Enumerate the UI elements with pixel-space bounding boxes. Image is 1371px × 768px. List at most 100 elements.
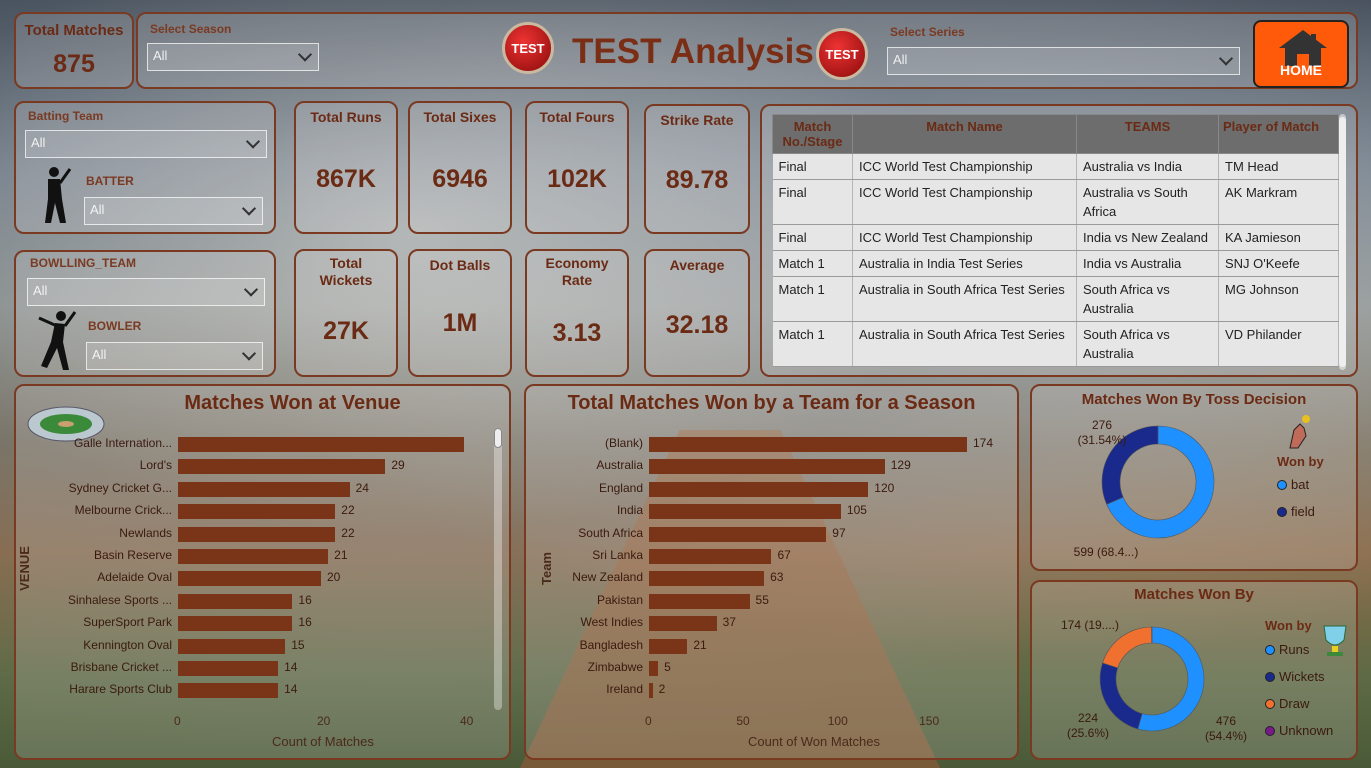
total-matches-label: Total Matches	[24, 22, 124, 39]
bar[interactable]	[178, 571, 321, 587]
bar[interactable]	[649, 638, 688, 654]
batter-dropdown[interactable]: All	[84, 197, 263, 225]
table-row[interactable]: Match 1 Australia in India Test Series I…	[772, 250, 1339, 277]
bar[interactable]	[649, 549, 772, 564]
kpi-value: 867K	[316, 165, 376, 193]
table-row[interactable]: Final ICC World Test Championship Austra…	[772, 179, 1339, 225]
bar-value-label: 14	[284, 682, 298, 697]
table-row[interactable]: Match 1 Australia in South Africa Test S…	[772, 276, 1339, 322]
table-row[interactable]: Match 1 Australia in South Africa Test S…	[772, 321, 1339, 367]
bowling-team-dropdown[interactable]: All	[27, 278, 265, 306]
season-label: Select Season	[150, 22, 232, 36]
bar-value-label: 129	[890, 458, 911, 473]
kpi-total-sixes: Total Sixes 6946	[408, 101, 512, 234]
bar-category-label: South Africa	[578, 525, 643, 540]
kpi-average: Average 32.18	[644, 249, 750, 377]
donut-slice[interactable]	[1102, 626, 1153, 669]
bar[interactable]	[649, 683, 653, 699]
bar[interactable]	[649, 437, 967, 452]
kpi-dot-balls: Dot Balls 1M	[408, 249, 512, 377]
scrollbar-thumb[interactable]	[494, 428, 502, 448]
table-cell: India vs Australia	[1076, 250, 1219, 277]
bar-category-label: Sydney Cricket G...	[68, 480, 172, 495]
wonby-legend-runs[interactable]: Runs	[1265, 642, 1309, 657]
wonby-legend-wickets[interactable]: Wickets	[1265, 669, 1325, 684]
kpi-value: 6946	[432, 165, 488, 193]
kpi-label: Total Runs	[310, 109, 382, 125]
table-header[interactable]: TEAMS	[1076, 114, 1219, 154]
batter-value: All	[90, 202, 105, 217]
bar[interactable]	[178, 616, 293, 632]
bar[interactable]	[178, 683, 279, 699]
bar[interactable]	[649, 526, 827, 542]
matches-table-scroll[interactable]: Match No./Stage Match Name TEAMS Player …	[772, 114, 1339, 370]
table-cell: MG Johnson	[1218, 276, 1339, 322]
table-header[interactable]: Player of Match	[1218, 114, 1339, 154]
table-header[interactable]: Match No./Stage	[772, 114, 853, 154]
bar[interactable]	[649, 459, 885, 475]
table-cell: India vs New Zealand	[1076, 224, 1219, 251]
bar[interactable]	[649, 616, 717, 632]
donut-slice[interactable]	[1099, 662, 1143, 730]
legend-label: Runs	[1279, 642, 1310, 657]
table-cell: Final	[772, 179, 853, 225]
donut-slice[interactable]	[1101, 425, 1159, 505]
chevron-down-icon	[297, 47, 313, 62]
stadium-icon	[27, 406, 105, 442]
venue-chart-panel: Matches Won at Venue VENUE Galle Interna…	[14, 384, 511, 760]
toss-legend-bat[interactable]: bat	[1277, 477, 1309, 492]
bar-category-label: (Blank)	[604, 436, 643, 450]
bar[interactable]	[178, 481, 350, 497]
kpi-strike-rate: Strike Rate 89.78	[644, 104, 750, 234]
test-badge-icon-left: TEST	[502, 22, 554, 74]
table-cell: Australia vs India	[1076, 153, 1219, 180]
batting-team-label: Batting Team	[28, 109, 104, 123]
table-header[interactable]: Match Name	[852, 114, 1077, 154]
scrollbar-thumb[interactable]	[1339, 117, 1346, 367]
wonby-legend-title: Won by	[1265, 618, 1312, 633]
legend-label: Wickets	[1279, 669, 1325, 684]
bar[interactable]	[649, 481, 869, 497]
bar[interactable]	[178, 549, 329, 564]
wonby-legend-draw[interactable]: Draw	[1265, 696, 1309, 711]
bar-category-label: Lord's	[139, 458, 172, 473]
bar-category-label: Adelaide Oval	[97, 570, 172, 585]
table-scrollbar[interactable]	[1339, 114, 1346, 370]
bar[interactable]	[178, 661, 279, 676]
bar-category-label: India	[616, 503, 643, 518]
bar[interactable]	[178, 593, 293, 609]
table-cell: Australia in South Africa Test Series	[852, 321, 1077, 367]
bar[interactable]	[178, 437, 464, 452]
bar[interactable]	[649, 661, 659, 676]
table-row[interactable]: Final ICC World Test Championship Austra…	[772, 153, 1339, 180]
wonby-legend-unknown[interactable]: Unknown	[1265, 723, 1333, 738]
bowler-dropdown[interactable]: All	[86, 342, 263, 370]
toss-legend-field[interactable]: field	[1277, 504, 1315, 519]
bar[interactable]	[649, 593, 750, 609]
table-row[interactable]: Final ICC World Test Championship India …	[772, 224, 1339, 251]
table-cell: Australia vs South Africa	[1076, 179, 1219, 225]
matches-table: Match No./Stage Match Name TEAMS Player …	[772, 114, 1339, 367]
kpi-label: Strike Rate	[660, 112, 734, 128]
home-button[interactable]: HOME	[1253, 20, 1349, 88]
table-cell: VD Philander	[1218, 321, 1339, 367]
bar-value-label: 20	[327, 570, 341, 585]
page-title: TEST Analysis	[572, 32, 814, 71]
bar[interactable]	[178, 504, 336, 520]
kpi-total-fours: Total Fours 102K	[525, 101, 629, 234]
season-dropdown[interactable]: All	[147, 43, 319, 71]
kpi-label: Total Fours	[539, 109, 615, 125]
bar[interactable]	[178, 638, 286, 654]
bar[interactable]	[649, 571, 765, 587]
batting-team-dropdown[interactable]: All	[25, 130, 267, 158]
bar[interactable]	[178, 526, 336, 542]
venue-chart-scrollbar[interactable]	[494, 428, 502, 710]
table-cell: Final	[772, 224, 853, 251]
donut-slice[interactable]	[1106, 425, 1215, 539]
bar[interactable]	[649, 504, 841, 520]
series-dropdown[interactable]: All	[887, 47, 1240, 75]
wonby-donut-chart: 476(54.4%) 224(25.6%) 174 (19....)	[1061, 618, 1247, 743]
bar-category-label: Sri Lanka	[592, 548, 643, 562]
donut-slice[interactable]	[1137, 626, 1205, 732]
bar[interactable]	[178, 459, 386, 475]
